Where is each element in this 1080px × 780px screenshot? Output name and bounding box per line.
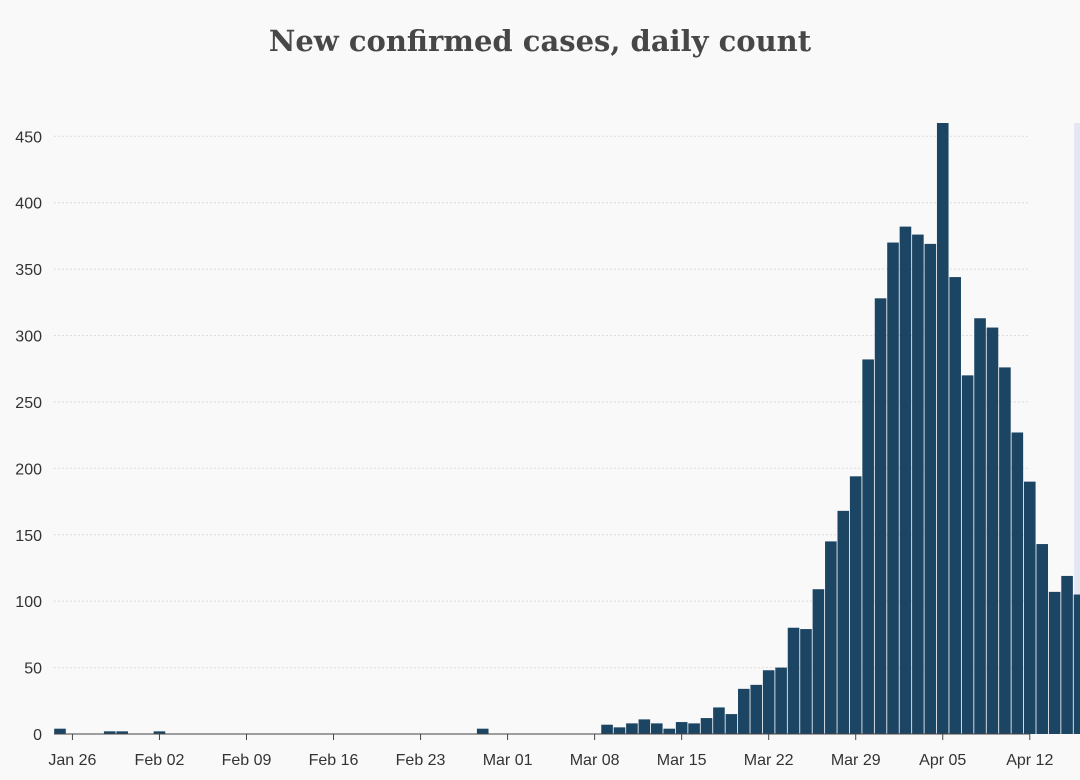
bar <box>1061 575 1073 734</box>
bar <box>688 723 700 734</box>
bar <box>1011 432 1024 734</box>
y-tick-label: 150 <box>15 528 42 545</box>
bar <box>713 707 725 734</box>
bar <box>663 728 676 734</box>
bars <box>54 123 1080 735</box>
x-tick-label: Mar 01 <box>483 752 533 769</box>
x-tick-label: Jan 26 <box>48 752 96 769</box>
bar <box>949 277 961 734</box>
bar <box>1036 544 1049 734</box>
bar <box>762 670 775 734</box>
x-tick-label: Mar 15 <box>657 752 707 769</box>
y-tick-label: 200 <box>15 461 42 478</box>
bar <box>924 243 937 734</box>
bar <box>601 724 613 734</box>
y-tick-label: 100 <box>15 594 42 611</box>
y-tick-label: 250 <box>15 395 42 412</box>
bar <box>825 541 837 734</box>
bar <box>1048 591 1061 734</box>
bar <box>54 728 66 734</box>
bar <box>626 723 638 734</box>
bar <box>675 722 688 734</box>
bar <box>153 731 166 734</box>
y-tick-label: 400 <box>15 196 42 213</box>
bar <box>936 123 949 734</box>
y-tick-labels: 0 50 100 150 200 250 300 350 400 450 <box>15 129 42 744</box>
bar <box>1073 594 1080 734</box>
bar <box>638 719 651 734</box>
x-tick-labels: Jan 26 Feb 02 Feb 09 Feb 16 Feb 23 Mar 01 Mar … <box>48 734 1053 769</box>
bar <box>899 226 912 734</box>
bar <box>849 476 862 734</box>
bar <box>986 327 999 734</box>
bar <box>999 367 1011 734</box>
bar <box>775 667 787 734</box>
y-tick-label: 0 <box>33 727 42 744</box>
bar <box>912 234 924 734</box>
chart-title: New confirmed cases, daily count <box>268 24 812 58</box>
bar <box>700 718 713 734</box>
bar <box>974 318 986 734</box>
bar <box>887 242 899 735</box>
bar <box>476 728 489 734</box>
bar <box>1023 481 1036 734</box>
bar <box>650 723 663 734</box>
bar <box>738 688 750 734</box>
bar <box>725 714 738 734</box>
x-tick-label: Feb 16 <box>309 752 359 769</box>
bar <box>750 684 763 734</box>
highlight-band <box>1074 123 1080 734</box>
bar <box>862 359 874 734</box>
bar <box>787 627 800 734</box>
bar <box>116 731 128 734</box>
x-tick-label: Feb 02 <box>135 752 185 769</box>
x-tick-label: Mar 29 <box>831 752 881 769</box>
y-tick-label: 50 <box>24 661 42 678</box>
bar <box>800 629 812 734</box>
x-tick-label: Mar 08 <box>570 752 620 769</box>
bar <box>103 731 116 734</box>
y-tick-label: 450 <box>15 129 42 146</box>
x-tick-label: Feb 23 <box>396 752 446 769</box>
y-tick-label: 350 <box>15 262 42 279</box>
bar <box>837 510 850 734</box>
bar <box>961 375 974 734</box>
x-tick-label: Apr 05 <box>919 752 966 769</box>
x-tick-label: Feb 09 <box>222 752 272 769</box>
bar <box>613 727 626 734</box>
bar <box>874 298 887 734</box>
y-tick-label: 300 <box>15 329 42 346</box>
x-tick-label: Mar 22 <box>744 752 794 769</box>
x-tick-label: Apr 12 <box>1006 752 1053 769</box>
bar <box>812 589 825 734</box>
